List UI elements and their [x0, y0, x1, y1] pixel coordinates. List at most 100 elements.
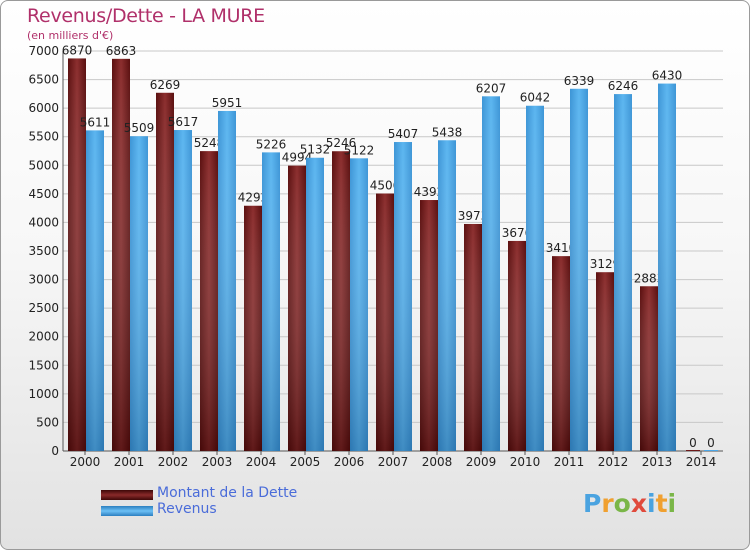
- data-label-debt-2002: 6269: [150, 78, 181, 92]
- legend-swatch-revenue: [101, 506, 153, 516]
- bar-shade-debt-2012: [596, 272, 614, 451]
- data-label-revenue-2006: 5122: [344, 143, 375, 157]
- bar-shade-debt-2001: [112, 58, 130, 451]
- legend-swatch-debt: [101, 490, 153, 500]
- logo-letter: i: [667, 489, 677, 518]
- bar-shade-revenue-2004: [262, 152, 280, 451]
- data-label-debt-2010: 3676: [502, 226, 533, 240]
- bar-debt-2014: [686, 450, 700, 451]
- data-label-debt-2005: 4994: [282, 151, 313, 165]
- bar-shade-debt-2004: [244, 205, 262, 451]
- bar-shade-revenue-2011: [570, 88, 588, 452]
- legend-label-debt: Montant de la Dette: [157, 485, 298, 501]
- x-tick-label-2000: 2000: [70, 455, 101, 469]
- y-tick-label-6000: 6000: [28, 101, 59, 115]
- bar-shade-debt-2009: [464, 223, 482, 451]
- data-label-revenue-2003: 5951: [212, 96, 243, 110]
- bar-shade-revenue-2008: [438, 140, 456, 451]
- data-label-debt-2008: 4392: [414, 185, 445, 199]
- bar-shade-revenue-2000: [86, 130, 104, 451]
- y-tick-label-7000: 7000: [28, 44, 59, 58]
- data-label-revenue-2010: 6042: [520, 91, 551, 105]
- x-tick-label-2011: 2011: [554, 455, 585, 469]
- y-tick-label-1000: 1000: [28, 387, 59, 401]
- bar-shade-revenue-2007: [394, 142, 412, 451]
- chart-subtitle: (en milliers d'€): [27, 29, 114, 42]
- data-label-revenue-2007: 5407: [388, 127, 419, 141]
- x-tick-label-2010: 2010: [510, 455, 541, 469]
- logo-letter: i: [647, 489, 656, 518]
- x-tick-label-2013: 2013: [642, 455, 673, 469]
- y-tick-label-5500: 5500: [28, 130, 59, 144]
- data-label-debt-2012: 3129: [590, 257, 621, 271]
- data-label-revenue-2000: 5611: [80, 115, 111, 129]
- bar-revenue-2014: [704, 450, 718, 451]
- data-label-revenue-2004: 5226: [256, 137, 287, 151]
- data-label-revenue-2001: 5509: [124, 121, 155, 135]
- data-label-revenue-2002: 5617: [168, 115, 199, 129]
- y-tick-label-2000: 2000: [28, 330, 59, 344]
- y-tick-label-2500: 2500: [28, 301, 59, 315]
- data-label-debt-2009: 3973: [458, 209, 489, 223]
- bar-shade-revenue-2013: [658, 83, 676, 452]
- bar-shade-debt-2002: [156, 92, 174, 452]
- logo-letter: r: [601, 489, 614, 518]
- x-tick-label-2001: 2001: [114, 455, 145, 469]
- data-label-debt-2011: 3410: [546, 241, 577, 255]
- data-label-debt-2013: 2883: [634, 271, 665, 285]
- x-tick-label-2014: 2014: [686, 455, 717, 469]
- logo-letter: t: [655, 489, 668, 518]
- bar-shade-revenue-2003: [218, 110, 236, 451]
- chart-title: Revenus/Dette - LA MURE: [27, 5, 265, 27]
- data-label-debt-2004: 4292: [238, 191, 269, 205]
- x-tick-label-2008: 2008: [422, 455, 453, 469]
- x-tick-label-2005: 2005: [290, 455, 321, 469]
- y-tick-label-3000: 3000: [28, 273, 59, 287]
- data-label-revenue-2011: 6339: [564, 74, 595, 88]
- data-label-debt-2000: 6870: [62, 43, 93, 57]
- data-label-debt-2007: 4506: [370, 179, 401, 193]
- data-label-revenue-2012: 6246: [608, 79, 639, 93]
- y-tick-label-5000: 5000: [28, 158, 59, 172]
- bar-shade-revenue-2001: [130, 136, 148, 451]
- data-label-debt-2001: 6863: [106, 44, 137, 58]
- logo-letter: P: [583, 489, 602, 518]
- bar-shade-debt-2011: [552, 256, 570, 451]
- data-label-revenue-2005: 5132: [300, 143, 331, 157]
- bar-shade-debt-2013: [640, 286, 658, 451]
- bar-shade-revenue-2012: [614, 94, 632, 451]
- y-tick-label-4500: 4500: [28, 187, 59, 201]
- proxiti-logo: Proxiti: [583, 489, 676, 518]
- bar-shade-debt-2010: [508, 240, 526, 451]
- x-tick-label-2003: 2003: [202, 455, 233, 469]
- bar-shade-debt-2008: [420, 200, 438, 451]
- logo-letter: x: [630, 489, 647, 518]
- data-label-debt-2006: 5246: [326, 136, 357, 150]
- data-label-revenue-2014: 0: [707, 436, 715, 450]
- y-tick-label-1500: 1500: [28, 358, 59, 372]
- data-label-revenue-2008: 5438: [432, 125, 463, 139]
- y-tick-label-4000: 4000: [28, 215, 59, 229]
- data-label-revenue-2009: 6207: [476, 81, 507, 95]
- logo-letter: o: [613, 489, 631, 518]
- x-tick-label-2012: 2012: [598, 455, 629, 469]
- x-tick-label-2006: 2006: [334, 455, 365, 469]
- bar-shade-debt-2000: [68, 58, 86, 452]
- bar-shade-revenue-2006: [350, 158, 368, 452]
- data-label-revenue-2013: 6430: [652, 69, 683, 83]
- bar-shade-debt-2007: [376, 193, 394, 451]
- bar-shade-debt-2003: [200, 151, 218, 451]
- y-tick-label-3500: 3500: [28, 244, 59, 258]
- legend-label-revenue: Revenus: [157, 501, 217, 517]
- y-tick-label-0: 0: [51, 444, 59, 458]
- data-label-debt-2003: 5248: [194, 136, 225, 150]
- y-tick-label-500: 500: [36, 415, 59, 429]
- bar-shade-revenue-2010: [526, 105, 544, 451]
- bar-shade-debt-2006: [332, 151, 350, 451]
- x-tick-label-2009: 2009: [466, 455, 497, 469]
- bar-shade-revenue-2009: [482, 96, 500, 452]
- x-tick-label-2007: 2007: [378, 455, 409, 469]
- x-tick-label-2004: 2004: [246, 455, 277, 469]
